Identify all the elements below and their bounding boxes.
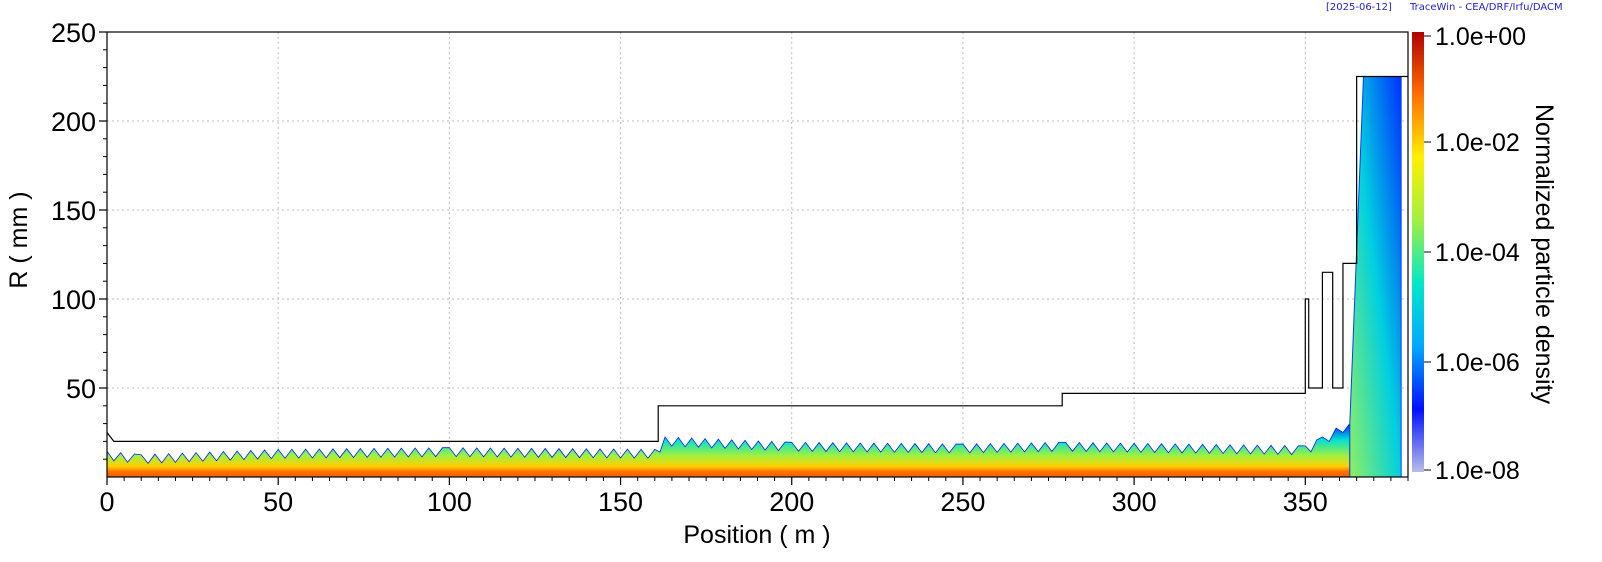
x-tick-label: 50 [263,487,293,517]
y-tick-label: 100 [51,285,96,315]
x-axis: 0 50 100 150 200 250 300 350 [99,477,1409,517]
colorbar-tick-label: 1.0e-04 [1435,239,1520,267]
plot-area [107,32,1408,477]
header-credit: TraceWin - CEA/DRF/Irfu/DACM [1410,2,1563,13]
x-tick-label: 0 [99,487,114,517]
aperture-outline [106,75,1408,442]
colorbar-tick-label: 1.0e-08 [1435,457,1520,485]
y-axis: 50 100 150 200 250 [51,18,107,460]
beam-core-band [107,471,1350,477]
colorbar-label: Normalized particle density [1530,104,1558,405]
colorbar [1412,32,1424,472]
y-tick-label: 200 [51,107,96,137]
x-axis-label: Position ( m ) [683,521,830,549]
x-tick-label: 200 [769,487,814,517]
y-tick-label: 250 [51,18,96,48]
x-tick-label: 100 [427,487,472,517]
y-axis-label: R ( mm ) [5,191,33,288]
x-tick-label: 300 [1112,487,1157,517]
x-tick-label: 250 [940,487,985,517]
colorbar-ticks: 1.0e+00 1.0e-02 1.0e-04 1.0e-06 1.0e-08 [1424,23,1526,485]
x-tick-label: 350 [1283,487,1328,517]
colorbar-tick-label: 1.0e-02 [1435,129,1520,157]
beam-core [107,422,1351,477]
y-tick-label: 50 [66,374,96,404]
header-date: [2025-06-12] [1326,2,1392,13]
y-tick-label: 150 [51,196,96,226]
colorbar-tick-label: 1.0e+00 [1435,23,1526,51]
x-tick-label: 150 [598,487,643,517]
colorbar-tick-label: 1.0e-06 [1435,349,1520,377]
grid-lines [107,32,1408,477]
